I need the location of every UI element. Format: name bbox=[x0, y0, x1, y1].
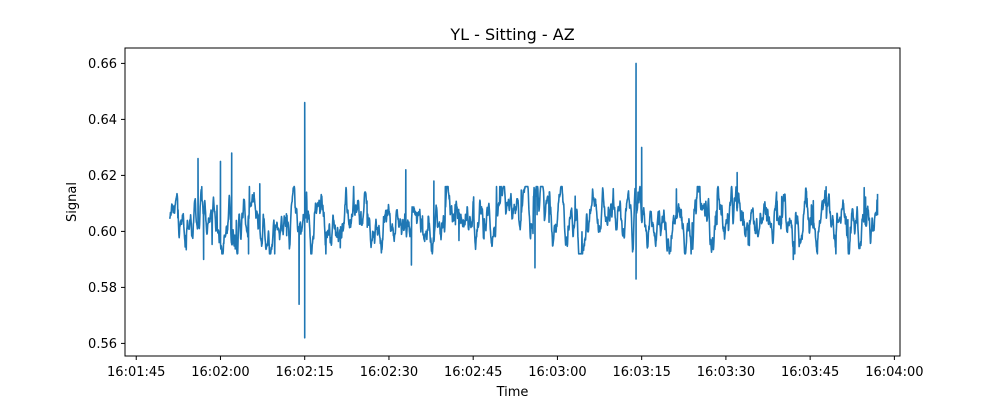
x-tick-label: 16:02:15 bbox=[276, 365, 334, 380]
x-tick-label: 16:04:00 bbox=[865, 365, 923, 380]
x-tick-label: 16:03:15 bbox=[612, 365, 670, 380]
x-axis: 16:01:45 16:02:00 16:02:15 16:02:30 16:02:45… bbox=[107, 356, 924, 380]
y-tick-label: 0.66 bbox=[88, 57, 117, 72]
x-tick-label: 16:02:45 bbox=[444, 365, 502, 380]
x-tick-label: 16:03:45 bbox=[781, 365, 839, 380]
axes-frame bbox=[124, 47, 901, 357]
y-tick-label: 0.56 bbox=[88, 337, 117, 352]
x-tick-label: 16:02:00 bbox=[191, 365, 249, 380]
y-tick-label: 0.60 bbox=[88, 225, 117, 240]
x-tick-label: 16:02:30 bbox=[360, 365, 418, 380]
x-tick-label: 16:03:00 bbox=[528, 365, 586, 380]
y-tick-label: 0.64 bbox=[88, 113, 117, 128]
chart-title: YL - Sitting - AZ bbox=[449, 25, 574, 44]
x-tick-label: 16:01:45 bbox=[107, 365, 165, 380]
signal-series-line bbox=[169, 62, 879, 339]
plot-area bbox=[169, 62, 879, 339]
y-tick-label: 0.62 bbox=[88, 169, 117, 184]
x-axis-label: Time bbox=[496, 385, 529, 400]
x-tick-label: 16:03:30 bbox=[697, 365, 755, 380]
y-axis-label: Signal bbox=[65, 182, 80, 222]
y-tick-label: 0.58 bbox=[88, 281, 117, 296]
y-axis: 0.56 0.58 0.60 0.62 0.64 0.66 bbox=[88, 57, 125, 352]
